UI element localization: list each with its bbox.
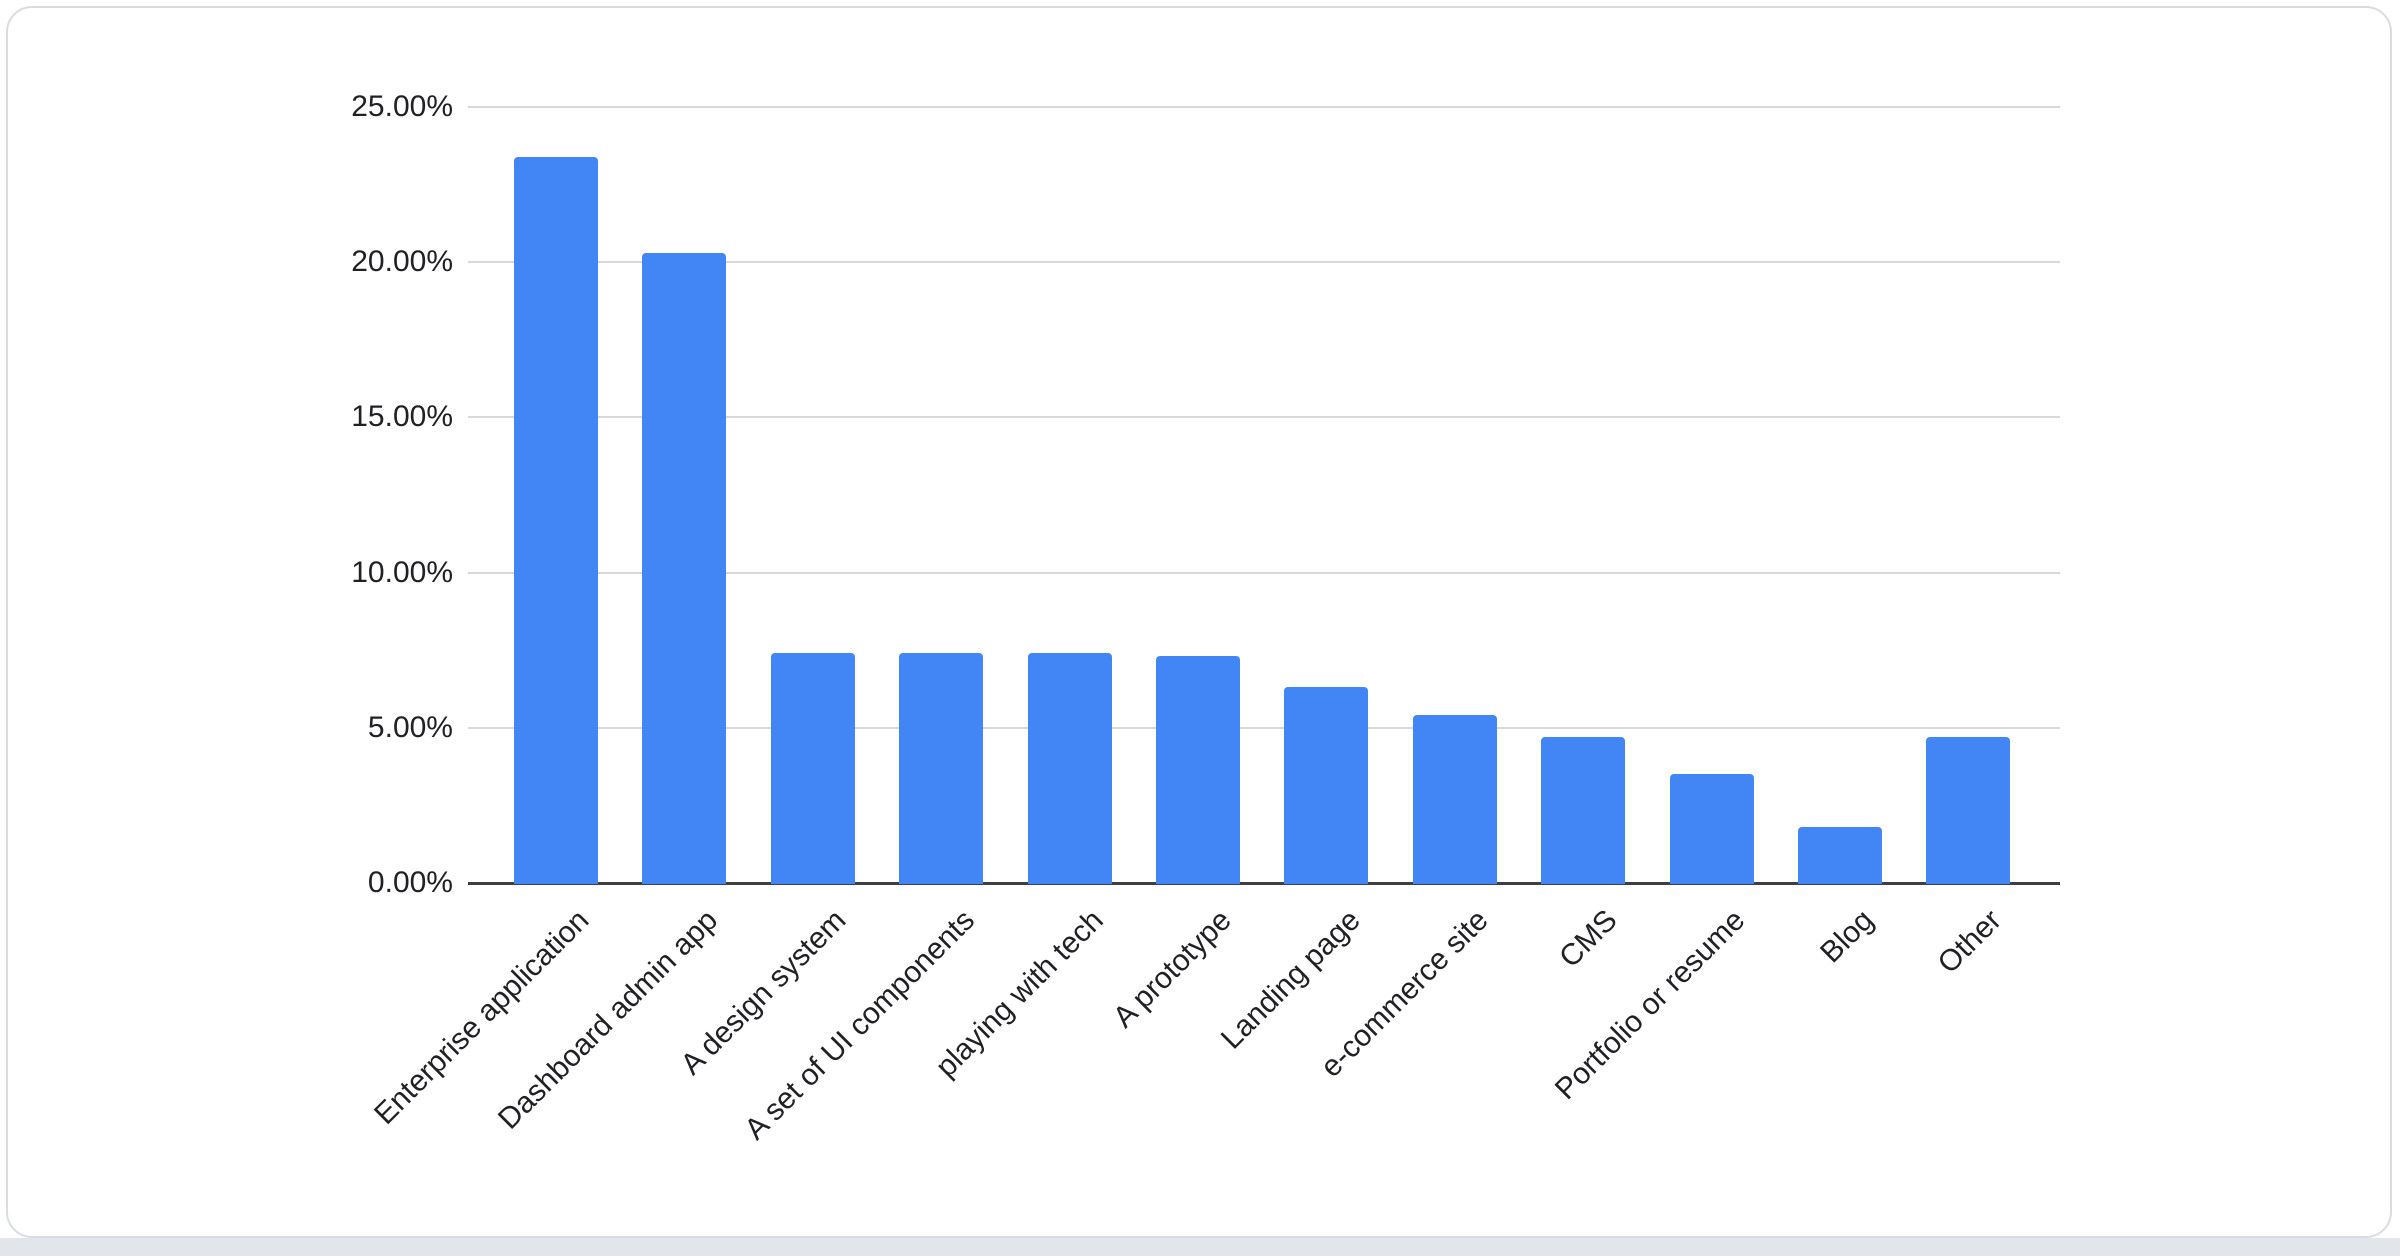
bar-enterprise-application[interactable]: [514, 156, 598, 884]
y-axis-tick-label: 25.00%: [351, 90, 453, 123]
y-axis-tick-label: 0.00%: [367, 866, 453, 899]
gridline: [468, 261, 2060, 264]
bar-a-prototype[interactable]: [1156, 656, 1240, 884]
chart-card: [6, 6, 2392, 1238]
gridline: [468, 726, 2060, 729]
bar-blog[interactable]: [1798, 827, 1882, 884]
page-background-strip: [0, 1238, 2400, 1256]
y-axis-tick-label: 10.00%: [351, 555, 453, 589]
x-axis-category-label: A prototype: [1107, 903, 1238, 1035]
gridline: [468, 416, 2060, 419]
x-axis-category-label: Other: [1931, 903, 2009, 980]
gridline: [468, 106, 2060, 108]
x-axis-category-label: A set of UI components: [738, 903, 982, 1147]
x-axis-category-label: Dashboard admin app: [492, 903, 725, 1136]
x-axis-category-label: Blog: [1814, 903, 1880, 970]
bar-a-design-system[interactable]: [770, 653, 855, 884]
bar-portfolio-or-resume[interactable]: [1669, 774, 1754, 884]
x-axis-category-label: Enterprise application: [368, 903, 596, 1131]
gridline: [468, 571, 2060, 574]
bar-a-set-of-ui-components[interactable]: [899, 653, 984, 884]
bar-e-commerce-site[interactable]: [1412, 715, 1497, 884]
x-axis-line: [468, 882, 2060, 885]
y-axis-tick-label: 5.00%: [367, 710, 453, 744]
bar-landing-page[interactable]: [1284, 687, 1369, 884]
bar-cms[interactable]: [1541, 737, 1626, 884]
y-axis-tick-label: 15.00%: [351, 400, 453, 434]
bar-playing-with-tech[interactable]: [1027, 653, 1112, 884]
y-axis-tick-label: 20.00%: [351, 245, 453, 279]
bar-dashboard-admin-app[interactable]: [642, 252, 727, 884]
x-axis-category-label: CMS: [1552, 903, 1624, 975]
bar-other[interactable]: [1926, 737, 2011, 884]
